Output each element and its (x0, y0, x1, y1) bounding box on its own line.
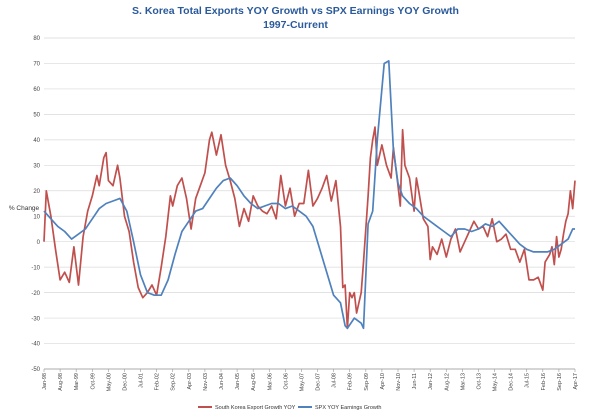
chart-title: S. Korea Total Exports YOY Growth vs SPX… (132, 5, 459, 17)
y-tick-label: -10 (31, 265, 40, 271)
x-tick-label: Jun-04 (219, 373, 225, 390)
series-line-korea-exports (43, 126, 576, 330)
x-tick-label: Apr-03 (187, 373, 193, 390)
x-tick-label: Sep-09 (364, 373, 370, 391)
x-tick-label: May-00 (106, 373, 112, 391)
x-tick-label: Feb-16 (541, 373, 547, 390)
x-tick-label: May-14 (493, 373, 499, 391)
y-tick-label: 30 (33, 164, 40, 170)
x-tick-label: Jul-01 (139, 373, 145, 388)
x-tick-label: Apr-17 (573, 373, 579, 390)
y-tick-label: -50 (31, 367, 40, 373)
x-tick-label: Dec-00 (122, 373, 128, 391)
series-lines (43, 60, 576, 330)
y-axis-ticks: -50 -40 -30 -20 -10 0 10 20 30 40 50 60 70 80 (31, 36, 40, 373)
x-tick-label: Aug-98 (58, 373, 64, 391)
x-tick-label: Sep-02 (171, 373, 177, 391)
y-tick-label: -30 (31, 316, 40, 322)
legend: South Korea Export Growth YOY SPX YOY Ear… (198, 405, 381, 411)
y-tick-label: 60 (33, 87, 40, 93)
x-tick-label: Mar-13 (460, 373, 466, 390)
x-tick-label: Jul-15 (525, 373, 531, 388)
x-tick-label: Jan-05 (235, 373, 241, 390)
x-tick-label: Mar-06 (267, 373, 273, 390)
x-tick-label: Jun-11 (412, 373, 418, 389)
chart-subtitle: 1997-Current (263, 19, 328, 31)
x-tick-label: Oct-06 (283, 373, 289, 390)
y-axis-label: % Change (9, 205, 40, 212)
legend-label: SPX YOY Earnings Growth (315, 405, 381, 411)
x-tick-label: Nov-03 (203, 373, 209, 391)
x-tick-label: Apr-10 (380, 373, 386, 390)
x-tick-label: Mar-99 (74, 373, 80, 390)
x-tick-label: Jul-08 (332, 373, 338, 388)
y-tick-label: 40 (33, 138, 40, 144)
y-tick-label: 80 (33, 36, 40, 42)
series-line-spx-earnings (43, 60, 575, 330)
x-tick-label: Oct-13 (476, 373, 482, 390)
x-tick-label: Oct-99 (90, 373, 96, 390)
x-axis-ticks: Jan-98 Aug-98 Mar-99 Oct-99 May-00 Dec-00 Jul-… (42, 368, 579, 391)
x-tick-label: Sep-16 (557, 373, 563, 391)
y-tick-label: 20 (33, 189, 40, 195)
y-tick-label: -20 (31, 291, 40, 297)
legend-label: South Korea Export Growth YOY (215, 405, 296, 411)
y-tick-label: -40 (31, 342, 40, 348)
gridlines (44, 37, 575, 370)
y-tick-label: 0 (37, 240, 41, 246)
y-tick-label: 70 (33, 62, 40, 68)
x-tick-label: Aug-12 (444, 373, 450, 391)
x-tick-label: Nov-10 (396, 373, 402, 391)
x-tick-label: Feb-02 (155, 373, 161, 390)
y-tick-label: 10 (33, 214, 40, 220)
x-tick-label: Dec-07 (316, 373, 322, 391)
x-tick-label: Feb-09 (348, 373, 354, 390)
x-tick-label: Jan-12 (428, 373, 434, 390)
x-tick-label: Jan-98 (42, 373, 48, 390)
x-tick-label: Dec-14 (509, 373, 515, 391)
x-tick-label: May-07 (299, 373, 305, 391)
x-tick-label: Aug-05 (251, 373, 257, 391)
y-tick-label: 50 (33, 113, 40, 119)
